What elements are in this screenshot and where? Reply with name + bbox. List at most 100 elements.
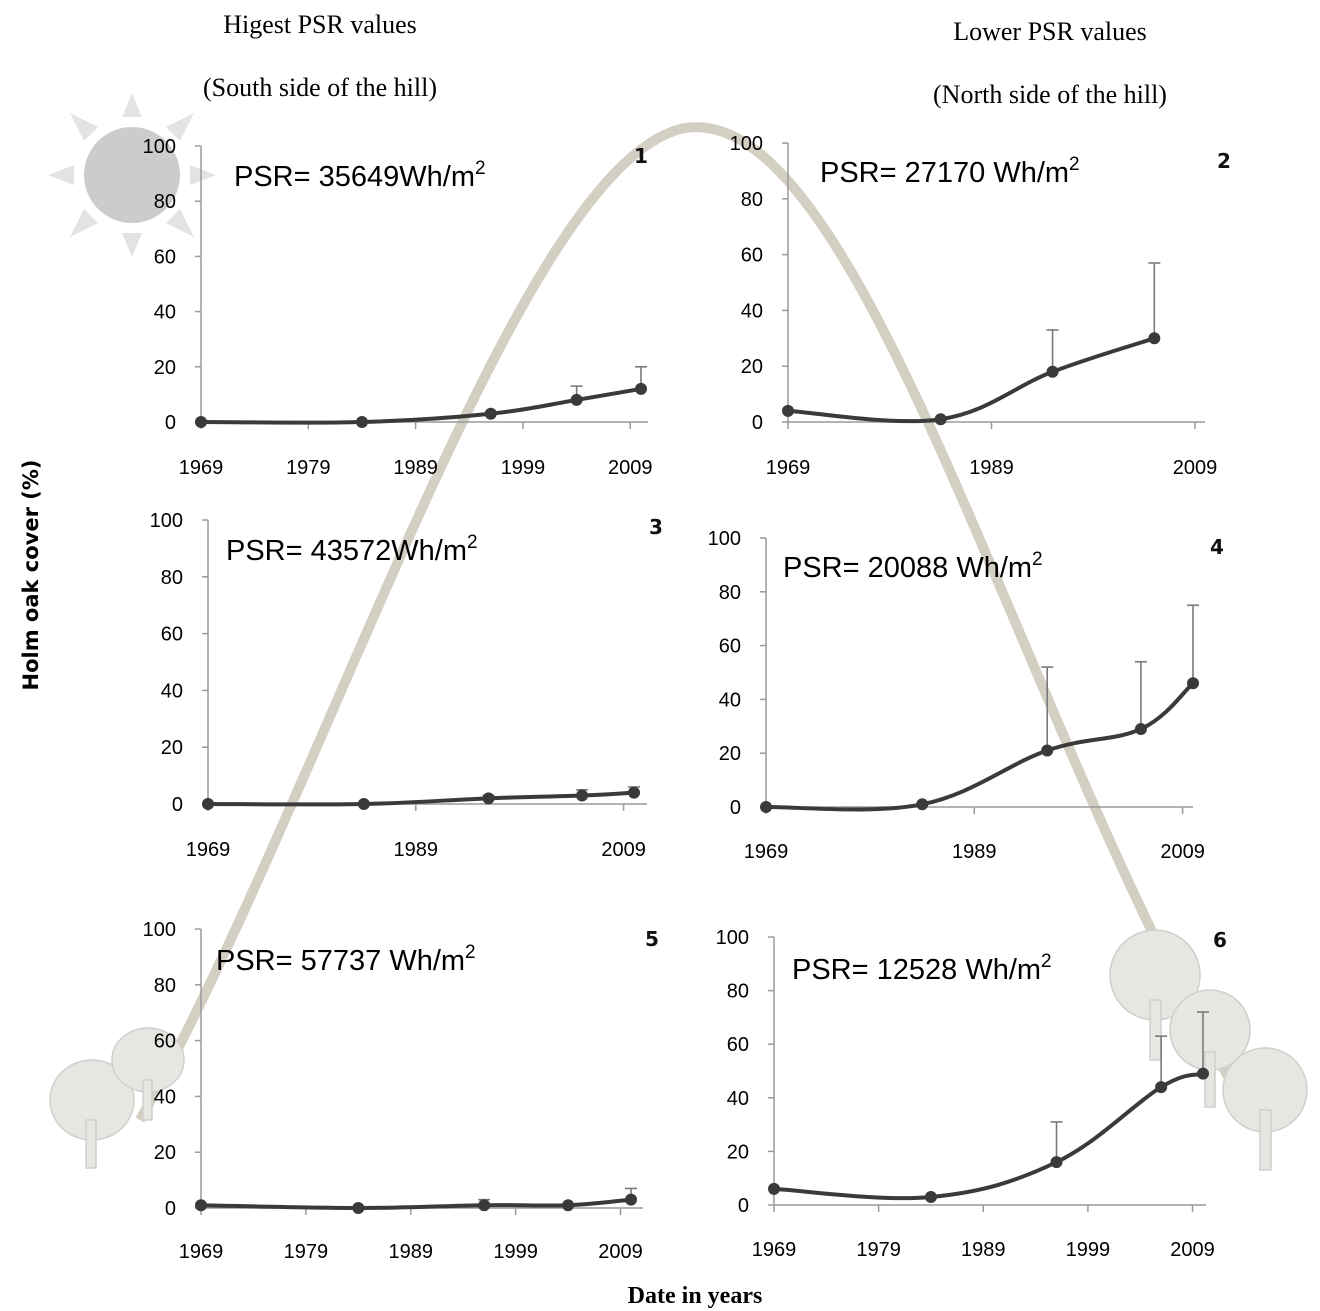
y-tick-label: 80 (727, 981, 749, 1003)
y-tick-label: 20 (154, 357, 176, 379)
data-point (478, 1199, 491, 1212)
data-point (195, 1199, 207, 1212)
x-tick-label: 1979 (284, 1241, 329, 1263)
y-tick-label: 100 (730, 133, 763, 155)
data-point (934, 413, 947, 426)
x-tick-label: 1969 (179, 1241, 224, 1263)
tree-icon (49, 929, 1308, 1171)
data-point (635, 382, 647, 395)
data-point (760, 801, 772, 813)
psr-superscript: 2 (475, 158, 486, 179)
x-tick-label: 1989 (393, 457, 438, 479)
data-point (576, 789, 589, 802)
data-point (352, 1202, 365, 1214)
y-tick-label: 80 (741, 189, 763, 211)
sun-icon (48, 93, 216, 257)
y-tick-label: 100 (150, 510, 183, 532)
panel-1: 0 20 40 60 80 100 1969 1979 1989 1999 2009 PSR= 356… (143, 136, 653, 479)
panel-5: 0 20 40 60 80 100 1969 1979 1989 1999 2009 PSR= 577… (143, 919, 659, 1263)
panel-number: 3 (649, 515, 663, 539)
panel-3: 0 20 40 60 80 100 1969 1989 2009 PSR= 43572Wh/m2 3 (150, 510, 663, 861)
data-point (1134, 722, 1147, 735)
data-point (628, 786, 640, 799)
y-tick-label: 0 (738, 1195, 749, 1217)
series-line (786, 336, 1157, 424)
y-tick-label: 60 (154, 1031, 176, 1053)
x-tick-label: 1989 (394, 839, 439, 861)
x-tick-label: 1969 (179, 457, 224, 479)
y-tick-label: 40 (161, 680, 183, 702)
data-point (1041, 744, 1054, 757)
psr-superscript: 2 (1041, 951, 1052, 972)
data-point (782, 404, 794, 417)
data-point (562, 1199, 575, 1212)
x-tick-label: 2009 (598, 1241, 643, 1263)
y-tick-label: 60 (154, 246, 176, 268)
psr-superscript: 2 (1032, 549, 1043, 570)
panel-number: 4 (1210, 535, 1224, 559)
y-tick-label: 40 (727, 1088, 749, 1110)
y-tick-label: 80 (154, 191, 176, 213)
y-tick-label: 60 (727, 1034, 749, 1056)
data-point (1197, 1067, 1209, 1080)
y-axis-label: Holm oak cover (%) (19, 460, 43, 691)
y-tick-label: 60 (719, 636, 741, 658)
data-point (768, 1182, 780, 1195)
psr-superscript: 2 (1069, 154, 1080, 175)
psr-label: PSR= 27170 Wh/m2 (820, 154, 1080, 189)
panel-number: 2 (1217, 149, 1231, 173)
y-tick-label: 40 (154, 1086, 176, 1108)
y-tick-label: 40 (741, 300, 763, 322)
psr-label: PSR= 35649Wh/m2 (234, 158, 486, 193)
series-line (772, 1071, 1205, 1201)
y-tick-label: 20 (161, 737, 183, 759)
data-point (1187, 677, 1199, 690)
data-point (570, 393, 583, 406)
x-tick-label: 2009 (1173, 457, 1218, 479)
data-point (484, 407, 497, 420)
y-tick-label: 20 (154, 1142, 176, 1164)
x-tick-label: 1999 (1066, 1239, 1111, 1261)
psr-value: PSR= 12528 Wh/m (792, 954, 1041, 986)
data-point (1148, 332, 1161, 345)
psr-value: PSR= 27170 Wh/m (820, 157, 1069, 189)
x-tick-label: 2009 (601, 839, 646, 861)
data-point (1046, 365, 1059, 378)
y-tick-label: 40 (154, 302, 176, 324)
x-tick-label: 1989 (952, 841, 997, 863)
series-line (764, 681, 1195, 812)
y-tick-label: 0 (172, 794, 183, 816)
x-tick-label: 1979 (286, 457, 331, 479)
psr-value: PSR= 20088 Wh/m (783, 552, 1032, 584)
data-point (357, 798, 370, 810)
y-tick-label: 80 (154, 975, 176, 997)
y-tick-label: 60 (741, 245, 763, 267)
y-tick-label: 20 (719, 743, 741, 765)
x-tick-label: 1999 (501, 457, 546, 479)
y-tick-label: 60 (161, 624, 183, 646)
y-tick-label: 100 (708, 528, 741, 550)
x-tick-label: 1989 (961, 1239, 1006, 1261)
panel-number: 5 (645, 927, 659, 951)
panel-6: 0 20 40 60 80 100 1969 1979 1989 1999 2009 PSR= 125… (716, 927, 1227, 1261)
data-point (924, 1190, 937, 1203)
y-tick-label: 100 (143, 136, 176, 158)
y-tick-label: 40 (719, 689, 741, 711)
x-tick-label: 1979 (856, 1239, 901, 1261)
panel-4: 0 20 40 60 80 100 1969 1989 2009 PSR= 20088 Wh/m2… (708, 528, 1224, 863)
y-tick-label: 80 (161, 567, 183, 589)
panel-number: 6 (1213, 928, 1227, 952)
x-tick-label: 1969 (744, 841, 789, 863)
psr-value: PSR= 43572Wh/m (226, 535, 467, 567)
x-tick-label: 1969 (186, 839, 231, 861)
y-tick-label: 20 (727, 1141, 749, 1163)
psr-label: PSR= 57737 Wh/m2 (216, 942, 476, 977)
x-tick-label: 2009 (1160, 841, 1205, 863)
y-tick-label: 0 (752, 412, 763, 434)
psr-label: PSR= 43572Wh/m2 (226, 532, 478, 567)
decorations (48, 93, 1308, 1171)
psr-superscript: 2 (465, 942, 476, 963)
x-tick-label: 2009 (608, 457, 653, 479)
y-tick-label: 0 (165, 412, 176, 434)
